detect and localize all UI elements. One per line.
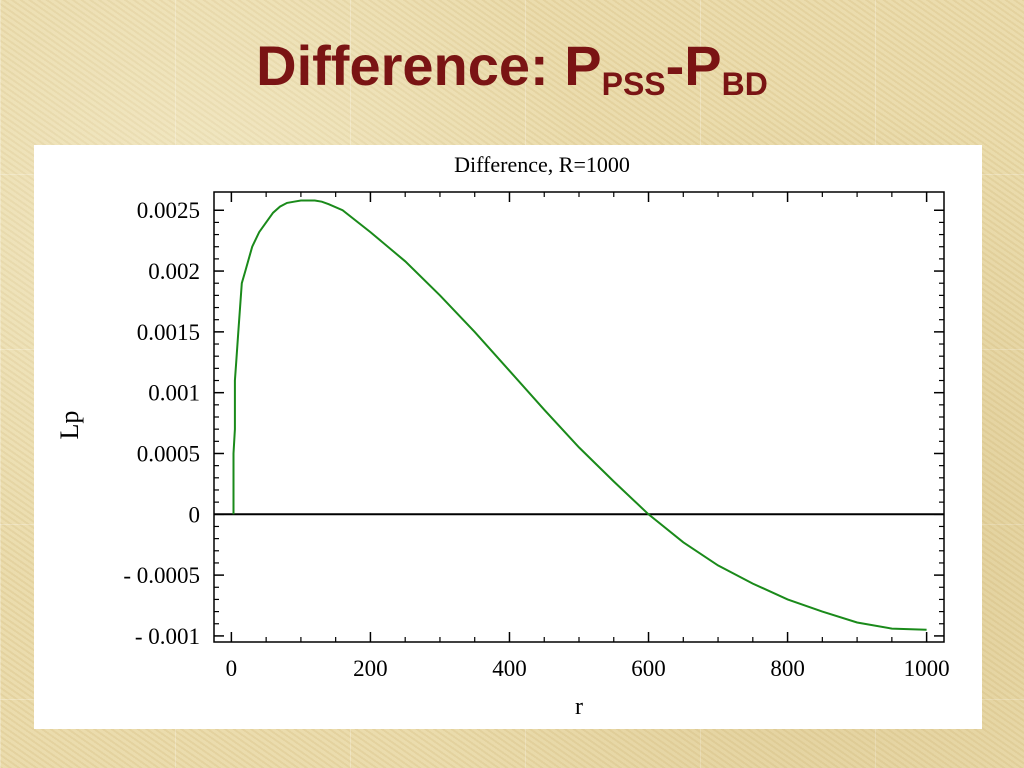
title-main: Difference: P — [256, 34, 602, 97]
difference-chart: Difference, R=1000 0 200 400 600 800 1000 0.00… — [55, 152, 950, 720]
y-tick-label: 0.0025 — [137, 198, 200, 223]
x-tick-label: 400 — [492, 656, 527, 681]
x-tick-label: 800 — [770, 656, 805, 681]
x-tick-label: 200 — [353, 656, 388, 681]
tick-marks — [214, 192, 944, 642]
plot-panel: Difference, R=1000 0 200 400 600 800 1000 0.00… — [34, 145, 982, 729]
title-subscript-pss: PSS — [601, 66, 666, 102]
tick-labels: 0 200 400 600 800 1000 0.0025 0.002 0.0015 0.001 0… — [123, 198, 949, 681]
x-tick-label: 600 — [631, 656, 666, 681]
series-line — [232, 199, 927, 631]
y-tick-label: 0.0005 — [137, 441, 200, 466]
plot-frame — [213, 191, 945, 643]
y-tick-label: 0.0015 — [137, 320, 200, 345]
y-axis-label: Lp — [55, 411, 84, 440]
y-tick-label: - 0.0005 — [123, 563, 200, 588]
y-tick-label: - 0.001 — [135, 624, 200, 649]
chart-title: Difference, R=1000 — [454, 152, 630, 177]
x-tick-label: 0 — [226, 656, 238, 681]
y-tick-label: 0.002 — [148, 259, 200, 284]
y-tick-label: 0.001 — [148, 381, 200, 406]
slide-title: Difference: PPSS-PBD — [0, 38, 1024, 102]
y-tick-label: 0 — [189, 502, 201, 527]
x-axis-label: r — [575, 694, 583, 720]
title-dash: -P — [665, 34, 722, 97]
x-tick-label: 1000 — [904, 656, 950, 681]
title-subscript-bd: BD — [721, 66, 768, 102]
